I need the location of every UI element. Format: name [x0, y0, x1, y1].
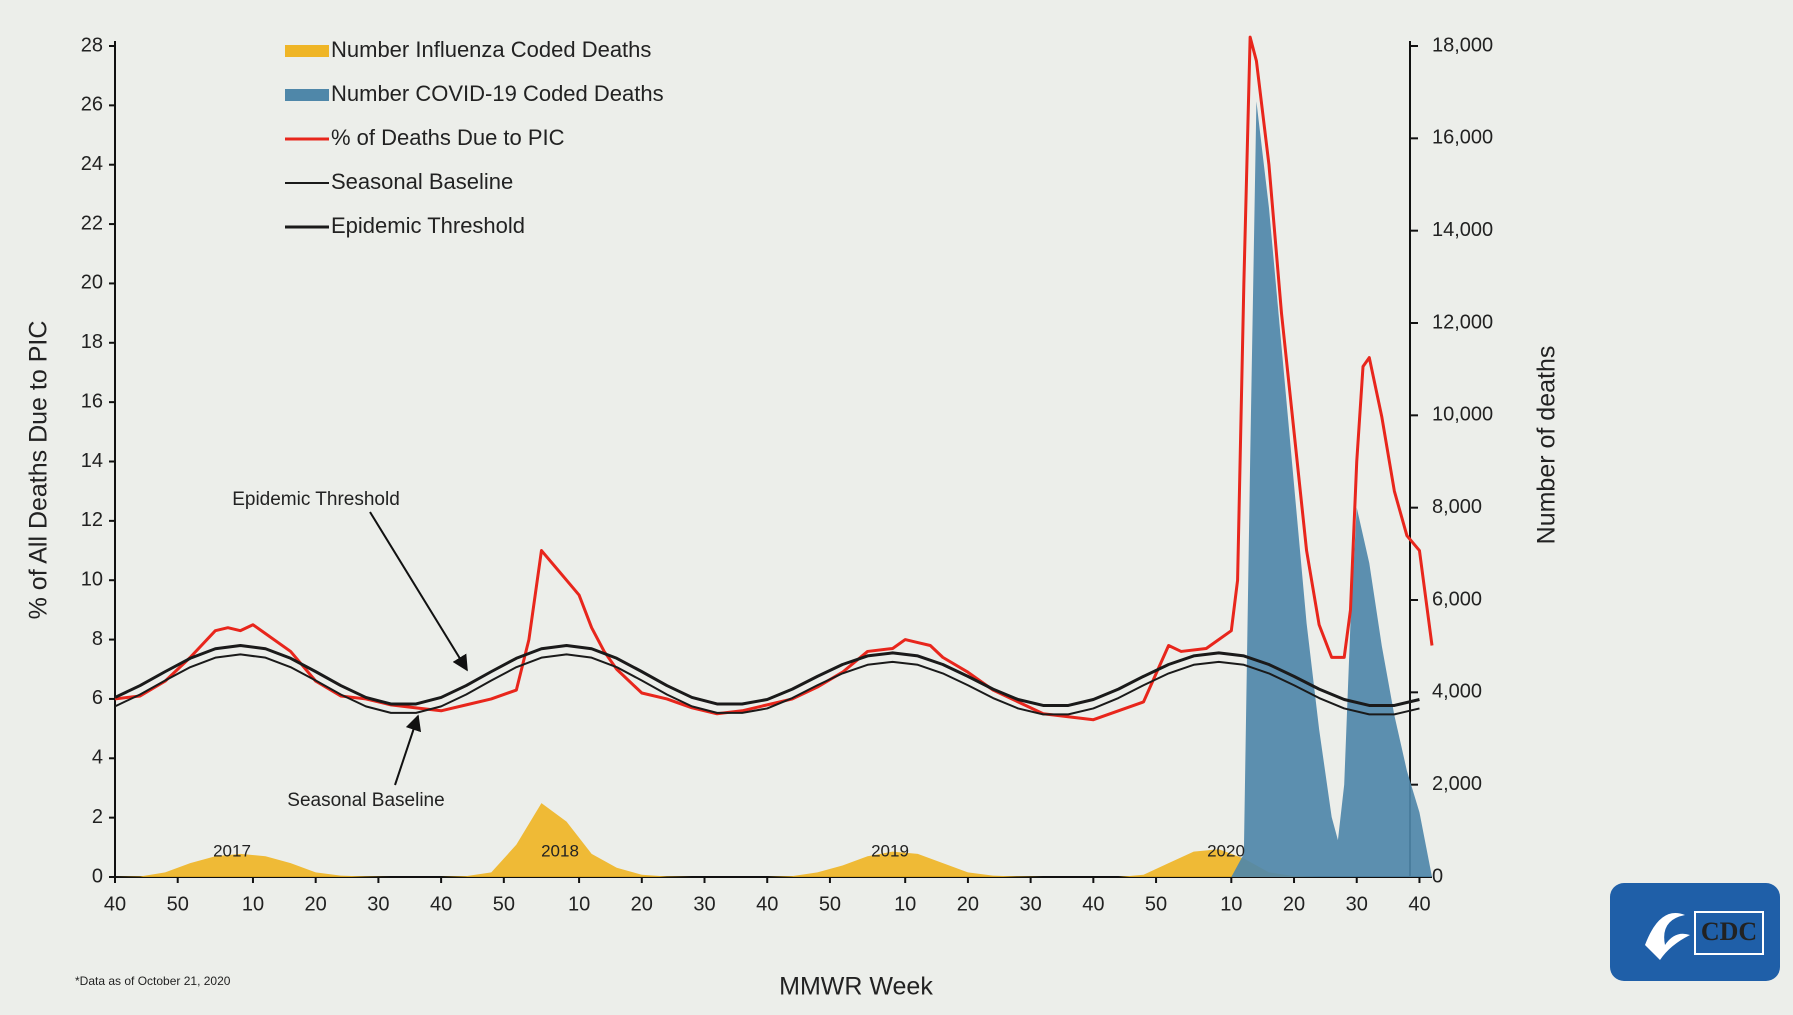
- y2-tick-label: 16,000: [1432, 127, 1493, 149]
- logo: CDC: [1610, 883, 1780, 981]
- y-tick-label: 4: [92, 747, 103, 769]
- x-tick-label: 10: [894, 893, 916, 915]
- y2-axis-title: Number of deaths: [1533, 346, 1561, 545]
- year-label: 2019: [871, 841, 909, 860]
- y-tick-label: 12: [81, 509, 103, 531]
- y2-tick-label: 0: [1432, 865, 1443, 887]
- legend-label: Number Influenza Coded Deaths: [331, 37, 651, 62]
- year-label: 2020: [1207, 841, 1245, 860]
- x-tick-label: 50: [493, 893, 515, 915]
- x-axis-title: MMWR Week: [779, 973, 933, 1001]
- y-tick-label: 18: [81, 331, 103, 353]
- y-tick-label: 16: [81, 390, 103, 412]
- y-tick-label: 26: [81, 94, 103, 116]
- chart: 024681012141618202224262802,0004,0006,00…: [0, 0, 1793, 1015]
- legend-swatch: [285, 89, 329, 101]
- y-tick-label: 2: [92, 806, 103, 828]
- x-tick-label: 50: [167, 893, 189, 915]
- legend-label: Number COVID-19 Coded Deaths: [331, 81, 664, 106]
- x-tick-label: 40: [756, 893, 778, 915]
- legend-label: Seasonal Baseline: [331, 169, 513, 194]
- x-tick-label: 30: [367, 893, 389, 915]
- legend-swatch: [285, 45, 329, 57]
- y-tick-label: 8: [92, 628, 103, 650]
- x-tick-label: 10: [568, 893, 590, 915]
- y2-tick-label: 6,000: [1432, 588, 1482, 610]
- x-tick-label: 40: [104, 893, 126, 915]
- year-label: 2017: [213, 841, 251, 860]
- y2-tick-label: 8,000: [1432, 496, 1482, 518]
- y-tick-label: 24: [81, 153, 103, 175]
- x-tick-label: 40: [1408, 893, 1430, 915]
- legend-label: % of Deaths Due to PIC: [331, 125, 565, 150]
- footnote: *Data as of October 21, 2020: [75, 974, 231, 988]
- year-label: 2018: [541, 841, 579, 860]
- y2-tick-label: 14,000: [1432, 219, 1493, 241]
- x-tick-label: 50: [1145, 893, 1167, 915]
- x-tick-label: 20: [631, 893, 653, 915]
- x-tick-label: 40: [1082, 893, 1104, 915]
- x-tick-label: 40: [430, 893, 452, 915]
- y-tick-label: 20: [81, 272, 103, 294]
- y-tick-label: 0: [92, 865, 103, 887]
- y2-tick-label: 2,000: [1432, 773, 1482, 795]
- x-tick-label: 50: [819, 893, 841, 915]
- x-tick-label: 10: [1220, 893, 1242, 915]
- annotation: Seasonal Baseline: [287, 790, 444, 811]
- x-tick-label: 20: [957, 893, 979, 915]
- legend-label: Epidemic Threshold: [331, 213, 525, 238]
- page: {"chart_data": {"type": "line", "x_label…: [0, 0, 1793, 1015]
- annotation: Epidemic Threshold: [232, 489, 400, 510]
- x-tick-label: 20: [305, 893, 327, 915]
- x-tick-label: 30: [1020, 893, 1042, 915]
- y-tick-label: 10: [81, 568, 103, 590]
- logo-text: CDC: [1701, 917, 1757, 946]
- x-tick-label: 10: [242, 893, 264, 915]
- y2-tick-label: 4,000: [1432, 681, 1482, 703]
- y-tick-label: 28: [81, 34, 103, 56]
- y-tick-label: 6: [92, 687, 103, 709]
- x-tick-label: 30: [693, 893, 715, 915]
- x-tick-label: 30: [1346, 893, 1368, 915]
- x-tick-label: 20: [1283, 893, 1305, 915]
- y2-tick-label: 12,000: [1432, 311, 1493, 333]
- y-tick-label: 22: [81, 212, 103, 234]
- y2-tick-label: 18,000: [1432, 34, 1493, 56]
- y-axis-title: % of All Deaths Due to PIC: [25, 321, 53, 620]
- y2-tick-label: 10,000: [1432, 404, 1493, 426]
- y-tick-label: 14: [81, 450, 103, 472]
